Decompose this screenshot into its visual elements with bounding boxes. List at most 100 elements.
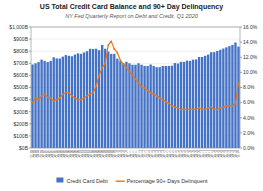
line-marker [165,101,167,103]
line-marker [232,105,234,107]
bar [62,57,64,148]
line-marker [213,109,215,111]
line-marker [110,40,112,42]
bar [71,56,73,148]
line-marker [183,109,185,111]
bar [201,57,203,148]
line-marker [189,109,191,111]
line-marker [186,109,188,111]
bar [128,63,130,148]
line-marker [86,95,88,97]
bar [143,66,145,148]
legend-label: Credit Card Debt [66,178,108,184]
line-marker [80,99,82,101]
bar [192,60,194,148]
line-marker [126,67,128,69]
bar [137,63,139,148]
line-marker [174,106,176,108]
line-marker [192,109,194,111]
bar [186,61,188,148]
bar [59,58,61,148]
bar [140,65,142,148]
bar [162,66,164,148]
bar [43,61,45,148]
line-marker [147,90,149,92]
line-marker [35,97,37,99]
y-tick-label: $1,000B [9,24,28,30]
line-marker [38,99,40,101]
line-marker [201,109,203,111]
line-marker [177,107,179,109]
subtitle: NY Fed Quarterly Report on Debt and Cred… [65,13,199,19]
y-tick-label: $100B [14,133,29,139]
bar [34,63,36,148]
bar [77,53,79,148]
bar [146,66,148,148]
y2-tick-label: 14.0% [243,39,258,45]
y-tick-label: $400B [14,96,29,102]
line-marker [153,93,155,95]
bar [95,49,97,148]
line-marker [83,97,85,99]
bar [149,65,151,148]
bar [74,55,76,148]
y2-tick-label: 4.0% [243,115,255,121]
legend: Credit Card Debt Percentage 90+ Days Deli… [56,178,208,185]
line-marker [116,52,118,54]
line-marker [159,97,161,99]
bar [183,62,185,148]
bar [119,61,121,148]
y-tick-label: $200B [14,121,29,127]
line-marker [98,75,100,77]
x-tick-label: Q120 [236,149,240,157]
line-marker [56,99,58,101]
bar [53,57,55,148]
bar [152,66,154,148]
bar [89,49,91,148]
line-marker [129,71,131,73]
line-marker [168,102,170,104]
x-axis-labels: Q103Q203Q303Q403Q104Q204Q304Q404Q105Q205… [30,149,240,157]
line-marker [222,106,224,108]
bar [216,51,218,148]
bar [174,63,176,148]
line-marker [228,105,230,107]
line-marker [225,105,227,107]
line-marker [150,92,152,94]
y2-tick-label: 6.0% [243,99,255,105]
line-marker [138,82,140,84]
line-marker [50,97,52,99]
line-marker [68,92,70,94]
bar [207,55,209,148]
line-marker [156,95,158,97]
line-marker [207,107,209,109]
line [33,41,239,109]
line-marker [235,102,237,104]
bar [165,66,167,148]
bar [156,67,158,148]
y2-tick-label: 10.0% [243,69,258,75]
bar [225,47,227,148]
bar [125,62,127,148]
line-marker [216,109,218,111]
bar [195,59,197,148]
bar [80,54,82,148]
legend-item: Percentage 90+ Days Delinquent [116,178,208,184]
line-marker [198,107,200,109]
bar [86,51,88,148]
y-tick-label: $700B [14,60,29,66]
bar [228,46,230,148]
line-marker [107,44,109,46]
bar [37,62,39,148]
y2-tick-label: 16.0% [243,24,258,30]
y2-tick-label: 12.0% [243,54,258,60]
line-marker [204,109,206,111]
bar [171,66,173,148]
y2-tick-label: 0.0% [243,145,255,151]
line-marker [59,97,61,99]
line-marker [92,92,94,94]
line-marker [77,99,79,101]
legend-item: Credit Card Debt [56,178,108,185]
bar [101,45,103,148]
bar [189,61,191,148]
